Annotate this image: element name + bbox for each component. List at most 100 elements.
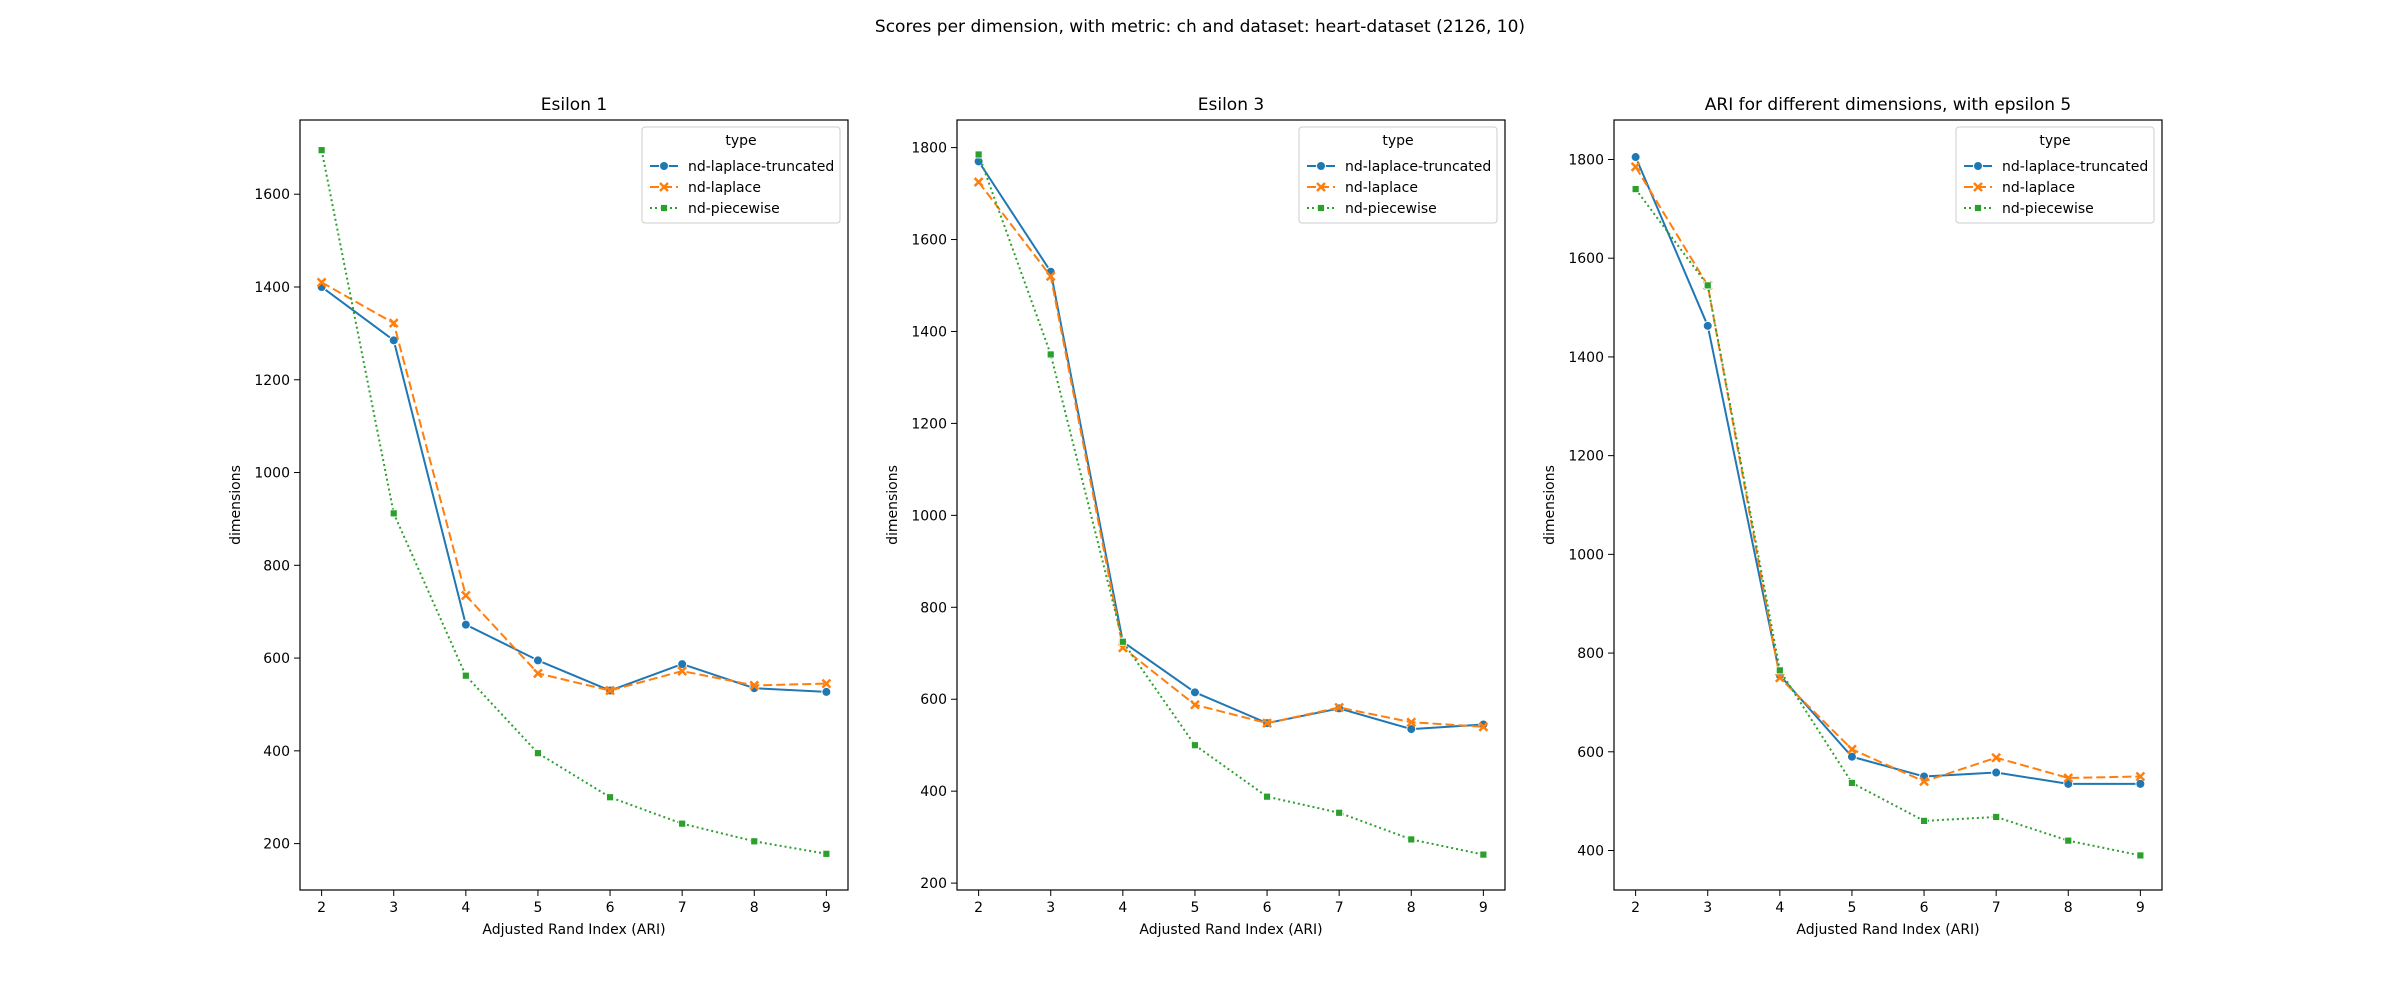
y-tick-label: 800 bbox=[920, 600, 947, 616]
series-line-nd-laplace bbox=[977, 181, 1484, 728]
data-point-nd-laplace-truncated bbox=[1406, 724, 1417, 735]
data-point-nd-piecewise bbox=[1191, 741, 1199, 750]
series-nd-laplace bbox=[1630, 162, 2146, 787]
series-nd-laplace bbox=[316, 277, 832, 696]
x-axis-label: Adjusted Rand Index (ARI) bbox=[482, 922, 665, 938]
legend-title: type bbox=[2039, 133, 2070, 149]
legend-label: nd-laplace bbox=[2002, 180, 2075, 196]
y-tick-label: 400 bbox=[920, 784, 947, 800]
x-tick-label: 7 bbox=[1992, 900, 2001, 916]
data-point-nd-laplace-truncated bbox=[388, 335, 399, 346]
data-point-nd-laplace bbox=[1334, 702, 1345, 713]
legend-box bbox=[1298, 126, 1498, 224]
data-point-nd-laplace bbox=[1919, 776, 1929, 787]
x-axis-label: Adjusted Rand Index (ARI) bbox=[1796, 922, 1979, 938]
data-point-nd-laplace bbox=[2135, 771, 2146, 782]
data-point-nd-piecewise bbox=[1992, 813, 2001, 821]
legend-title: type bbox=[1382, 133, 1413, 149]
data-point-nd-piecewise bbox=[2136, 851, 2145, 860]
data-point-nd-laplace bbox=[677, 666, 688, 676]
legend-entry-nd-laplace: nd-laplace bbox=[1307, 180, 1418, 196]
data-point-nd-piecewise bbox=[974, 150, 983, 159]
y-tick-label: 400 bbox=[1577, 844, 1604, 860]
x-tick-label: 2 bbox=[974, 900, 983, 916]
y-tick-label: 1400 bbox=[911, 324, 947, 340]
legend-label: nd-laplace-truncated bbox=[1345, 159, 1491, 175]
data-point-nd-laplace bbox=[1045, 271, 1056, 282]
legend-marker bbox=[1316, 161, 1326, 171]
data-point-nd-laplace bbox=[2063, 773, 2074, 783]
data-point-nd-laplace bbox=[316, 277, 327, 288]
data-point-nd-laplace-truncated bbox=[460, 619, 471, 630]
axes-frame bbox=[1613, 119, 2163, 891]
data-point-nd-laplace-truncated bbox=[677, 659, 688, 670]
data-point-nd-piecewise bbox=[1046, 350, 1055, 359]
data-point-nd-laplace bbox=[973, 177, 984, 187]
legend: type nd-laplace-truncated nd-laplace nd-pie… bbox=[641, 126, 841, 224]
y-axis-label: dimensions bbox=[885, 465, 901, 545]
legend-entry-nd-laplace-truncated: nd-laplace-truncated bbox=[650, 159, 834, 175]
y-tick-label: 200 bbox=[263, 837, 290, 853]
x-tick-label: 2 bbox=[1631, 900, 1640, 916]
series-nd-laplace bbox=[973, 177, 1489, 732]
axes-frame bbox=[956, 119, 1506, 891]
x-tick-label: 2 bbox=[317, 900, 326, 916]
legend-label: nd-laplace-truncated bbox=[2002, 159, 2148, 175]
data-point-nd-piecewise bbox=[1479, 850, 1488, 859]
legend-box bbox=[1955, 126, 2155, 224]
legend-label: nd-laplace-truncated bbox=[688, 159, 834, 175]
x-tick-label: 8 bbox=[1407, 900, 1416, 916]
data-point-nd-laplace-truncated bbox=[1630, 152, 1641, 163]
y-tick-label: 1000 bbox=[911, 508, 947, 524]
x-tick-label: 3 bbox=[1046, 900, 1055, 916]
legend-marker bbox=[1317, 204, 1325, 212]
data-point-nd-laplace bbox=[605, 685, 615, 696]
y-tick-label: 600 bbox=[263, 651, 290, 667]
data-point-nd-laplace bbox=[1190, 699, 1200, 710]
data-point-nd-piecewise bbox=[822, 849, 831, 858]
legend-marker bbox=[1974, 204, 1982, 212]
x-tick-label: 5 bbox=[1847, 900, 1856, 916]
data-point-nd-piecewise bbox=[678, 819, 687, 828]
figure-suptitle: Scores per dimension, with metric: ch an… bbox=[875, 17, 1525, 37]
x-tick-label: 9 bbox=[822, 900, 831, 916]
legend-entry-nd-laplace: nd-laplace bbox=[650, 180, 761, 196]
data-point-nd-laplace-truncated bbox=[2135, 778, 2146, 789]
legend-marker bbox=[1973, 182, 1983, 192]
legend-entry-nd-laplace-truncated: nd-laplace-truncated bbox=[1307, 159, 1491, 175]
series-line-nd-laplace bbox=[321, 281, 827, 692]
data-point-nd-laplace-truncated bbox=[1478, 719, 1489, 730]
data-point-nd-piecewise bbox=[317, 146, 326, 155]
data-point-nd-laplace bbox=[460, 590, 471, 601]
axes-title: Esilon 1 bbox=[541, 95, 607, 115]
series-line-nd-laplace-truncated bbox=[977, 160, 1484, 731]
series-nd-piecewise bbox=[974, 150, 1488, 859]
series-line-nd-piecewise bbox=[320, 149, 827, 855]
y-tick-label: 800 bbox=[263, 558, 290, 574]
axes-title: ARI for different dimensions, with epsil… bbox=[1705, 95, 2071, 115]
data-point-nd-laplace bbox=[749, 680, 760, 691]
y-tick-label: 1800 bbox=[1568, 152, 1604, 168]
data-point-nd-piecewise bbox=[2064, 836, 2073, 845]
legend-marker bbox=[659, 182, 669, 192]
y-axis-label: dimensions bbox=[1542, 465, 1558, 545]
y-tick-label: 1600 bbox=[1568, 251, 1604, 267]
y-tick-label: 1600 bbox=[911, 233, 947, 249]
data-point-nd-laplace bbox=[533, 668, 543, 679]
data-point-nd-laplace-truncated bbox=[821, 686, 832, 697]
data-point-nd-laplace bbox=[1406, 717, 1417, 728]
series-line-nd-laplace bbox=[1634, 166, 2141, 783]
legend-label: nd-piecewise bbox=[1345, 201, 1437, 217]
y-tick-label: 1000 bbox=[254, 466, 290, 482]
axes-frame bbox=[299, 119, 849, 891]
legend-entry-nd-piecewise: nd-piecewise bbox=[1964, 201, 2094, 217]
x-axis-label: Adjusted Rand Index (ARI) bbox=[1139, 922, 1322, 938]
data-point-nd-piecewise bbox=[606, 793, 614, 802]
y-tick-label: 1200 bbox=[254, 373, 290, 389]
subplot-3: ARI for different dimensions, with epsil… bbox=[1542, 95, 2163, 938]
x-tick-label: 8 bbox=[750, 900, 759, 916]
legend-label: nd-piecewise bbox=[2002, 201, 2094, 217]
y-tick-label: 1000 bbox=[1568, 547, 1604, 563]
x-tick-label: 9 bbox=[2136, 900, 2145, 916]
